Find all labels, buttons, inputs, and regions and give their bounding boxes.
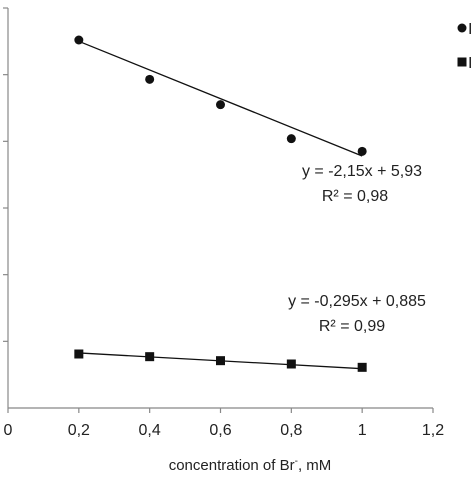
data-point-square — [357, 362, 367, 372]
data-point-square — [286, 359, 296, 369]
data-points — [74, 35, 367, 372]
r2-label-series-1: R² = 0,98 — [322, 188, 388, 205]
x-axis-title-tail: , mM — [298, 457, 331, 474]
trendline-series-1 — [78, 40, 363, 157]
data-point-square — [216, 356, 225, 366]
x-tick-label: 0,4 — [139, 422, 161, 439]
x-axis-title: concentration of Br-, mM — [169, 456, 332, 474]
x-tick-label: 0,8 — [280, 422, 302, 439]
x-tick-label: 0,2 — [68, 422, 90, 439]
x-axis-title-sup: - — [295, 456, 298, 467]
data-point-circle — [74, 35, 84, 45]
r2-label-series-2: R² = 0,99 — [319, 318, 385, 335]
equation-label-series-2: y = -0,295x + 0,885 — [288, 293, 426, 310]
legend-label-series-1: I — [468, 21, 472, 38]
data-point-circle — [357, 146, 367, 156]
data-point-circle — [286, 134, 296, 144]
x-tick-label: 1 — [358, 422, 367, 439]
x-tick-label: 0 — [4, 422, 13, 439]
x-tick-label: 1,2 — [422, 422, 444, 439]
data-point-circle — [216, 100, 225, 110]
x-tick-label: 0,6 — [209, 422, 231, 439]
legend-label-series-2: I — [468, 55, 472, 72]
data-point-circle — [145, 74, 155, 84]
axes: 0 0,2 0,4 0,6 0,8 1 1,2 — [3, 7, 444, 439]
equation-label-series-1: y = -2,15x + 5,93 — [302, 163, 422, 180]
data-point-square — [74, 349, 84, 359]
data-point-square — [145, 352, 155, 362]
legend: I I — [457, 21, 472, 72]
legend-marker-square — [457, 57, 467, 67]
x-axis-title-main: concentration of Br — [169, 457, 295, 474]
legend-marker-circle — [457, 23, 467, 33]
